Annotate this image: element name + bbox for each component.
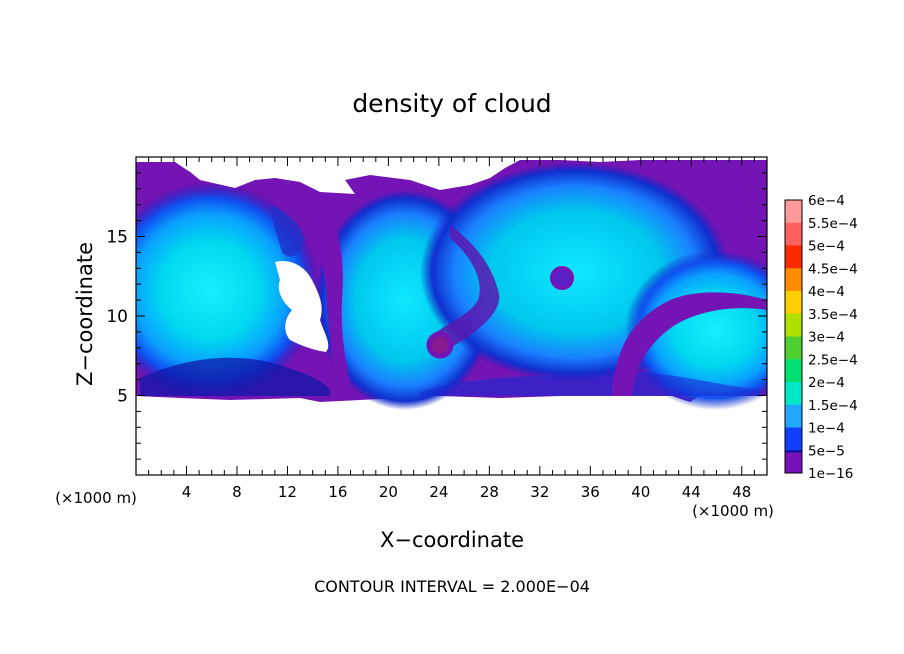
y-tick-label: 10 bbox=[106, 307, 128, 327]
colorbar-swatch bbox=[785, 200, 802, 224]
clear-gap-2 bbox=[136, 160, 520, 194]
clear-gap-1 bbox=[275, 260, 329, 352]
y-tick-label: 5 bbox=[117, 387, 128, 407]
plume-divider-4 bbox=[270, 205, 305, 257]
colorbar-label: 2.5e−4 bbox=[808, 352, 858, 368]
y-unit-label: (×1000 m) bbox=[55, 489, 137, 507]
x-tick-label: 44 bbox=[682, 483, 701, 501]
colorbar-swatch-min bbox=[785, 452, 802, 473]
colorbar-label: 6e−4 bbox=[808, 193, 845, 209]
colorbar-label: 4e−4 bbox=[808, 284, 845, 300]
x-tick-label: 12 bbox=[278, 483, 297, 501]
colorbar-swatch bbox=[785, 222, 802, 246]
colorbar-swatch bbox=[785, 245, 802, 269]
colorbar-frame bbox=[784, 199, 803, 474]
x-tick-label: 36 bbox=[581, 483, 600, 501]
colorbar-label: 5.5e−4 bbox=[808, 216, 858, 232]
x-tick-label: 4 bbox=[182, 483, 192, 501]
colorbar-swatch bbox=[785, 382, 802, 406]
x-tick-marks: 4 8 12 16 20 24 28 32 36 40 44 48 bbox=[148, 157, 755, 501]
x-unit-label: (×1000 m) bbox=[692, 502, 774, 520]
colorbar-label: 5e−4 bbox=[808, 239, 845, 255]
colorbar-label: 1e−4 bbox=[808, 421, 845, 437]
contour-interval-note: CONTOUR INTERVAL = 2.000E−04 bbox=[314, 577, 590, 596]
colorbar-label: 3e−4 bbox=[808, 330, 845, 346]
colorbar-label: 1.5e−4 bbox=[808, 398, 858, 414]
colorbar-label: 5e−5 bbox=[808, 443, 845, 459]
colorbar-swatch bbox=[785, 268, 802, 292]
lower-dark-layer bbox=[140, 357, 330, 396]
colorbar-swatch bbox=[785, 404, 802, 428]
plume-divider-3 bbox=[431, 225, 500, 348]
colorbar-label: 4.5e−4 bbox=[808, 261, 858, 277]
x-tick-label: 24 bbox=[429, 483, 448, 501]
colorbar-swatch bbox=[785, 313, 802, 337]
colorbar-label: 3.5e−4 bbox=[808, 307, 858, 323]
colorbar-swatch bbox=[785, 336, 802, 360]
cloud-cell-4 bbox=[625, 250, 767, 410]
x-tick-label: 32 bbox=[530, 483, 549, 501]
plume-divider-2 bbox=[612, 292, 767, 396]
colorbar-swatch bbox=[785, 427, 802, 451]
colorbar: 6e−4 5.5e−4 5e−4 4.5e−4 4e−4 3.5e−4 3e−4 2.5e−4… bbox=[784, 193, 858, 482]
x-tick-label: 28 bbox=[480, 483, 499, 501]
x-axis-label: X−coordinate bbox=[380, 528, 524, 552]
colorbar-swatch bbox=[785, 359, 802, 383]
y-tick-label: 15 bbox=[106, 228, 128, 248]
x-tick-label: 48 bbox=[732, 483, 751, 501]
vortex-2 bbox=[550, 266, 574, 290]
x-tick-label: 16 bbox=[328, 483, 347, 501]
plot-area bbox=[136, 160, 767, 410]
x-tick-label: 20 bbox=[379, 483, 398, 501]
lower-dark-layer-2 bbox=[420, 371, 760, 396]
cloud-cell-1 bbox=[136, 182, 320, 398]
colorbar-label: 2e−4 bbox=[808, 375, 845, 391]
chart-title: density of cloud bbox=[352, 89, 551, 118]
x-tick-label: 8 bbox=[232, 483, 242, 501]
plume-divider-1 bbox=[300, 195, 352, 396]
vortex-1 bbox=[426, 331, 454, 359]
y-tick-marks: 5 10 15 bbox=[106, 172, 767, 460]
colorbar-label: 1e−16 bbox=[808, 466, 853, 482]
y-axis-label: Z−coordinate bbox=[73, 242, 97, 386]
colorbar-swatch bbox=[785, 291, 802, 315]
x-tick-label: 40 bbox=[631, 483, 650, 501]
